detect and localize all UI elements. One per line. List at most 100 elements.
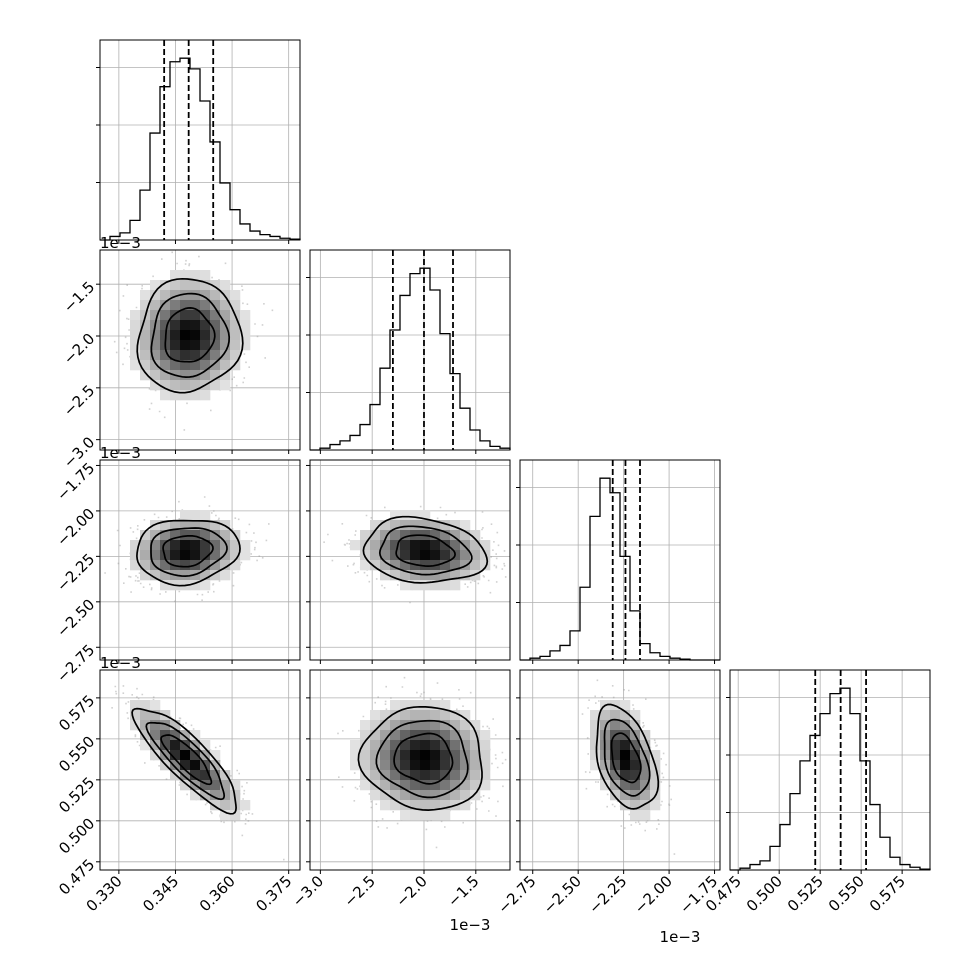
density-cell — [130, 350, 141, 361]
density-cell — [190, 750, 201, 761]
density-cell — [150, 750, 161, 761]
density-cell — [220, 310, 231, 321]
density-cell — [170, 520, 181, 531]
density-cell — [640, 800, 651, 811]
density-cell — [210, 760, 221, 771]
density-cell — [430, 700, 441, 711]
density-cell — [210, 280, 221, 291]
density-cell — [440, 530, 451, 541]
density-cell — [200, 310, 211, 321]
density-cell — [210, 530, 221, 541]
density-cell — [160, 280, 171, 291]
density-cell — [230, 560, 241, 571]
x-tick-label: −2.5 — [341, 872, 379, 910]
density-cell — [200, 340, 211, 351]
density-cell — [190, 270, 201, 281]
density-cell — [440, 550, 451, 561]
density-cell — [470, 560, 481, 571]
x-tick-label: 0.575 — [866, 872, 909, 915]
pair-panel-1-0 — [96, 249, 301, 454]
density-cell — [210, 310, 221, 321]
density-cell — [390, 510, 401, 521]
y-tick-label: −2.0 — [60, 330, 98, 368]
density-cell — [640, 760, 651, 771]
contour-level-1 — [150, 527, 228, 577]
density-cell — [170, 760, 181, 771]
density-cell — [620, 790, 631, 801]
density-cell — [230, 300, 241, 311]
density-cell — [400, 790, 411, 801]
density-cell — [360, 530, 371, 541]
density-cell — [410, 730, 421, 741]
density-cell — [370, 750, 381, 761]
density-cell — [440, 580, 451, 591]
density-cell — [130, 550, 141, 561]
density-cell — [600, 710, 611, 721]
y-tick-label: −2.5 — [60, 381, 98, 419]
density-cell — [230, 340, 241, 351]
density-cell — [450, 560, 461, 571]
density-cell — [410, 810, 421, 821]
density-cell — [230, 540, 241, 551]
scatter-points — [111, 685, 285, 861]
density-cell — [420, 560, 431, 571]
density-cell — [130, 710, 141, 721]
density-cell — [140, 530, 151, 541]
contour-level-0 — [164, 307, 216, 363]
density-cell — [430, 740, 441, 751]
hist-panel-1 — [306, 249, 511, 454]
pair-panel-3-1 — [306, 669, 511, 874]
density-cell — [170, 290, 181, 301]
x-offset-label: 1e−3 — [660, 928, 701, 946]
density-cell — [400, 550, 411, 561]
density-cell — [170, 350, 181, 361]
panel-frame — [99, 39, 301, 241]
density-cell — [170, 550, 181, 561]
density-cell — [130, 540, 141, 551]
density-cell — [380, 710, 391, 721]
density-cell — [420, 510, 431, 521]
density-cell — [180, 280, 191, 291]
density-cell — [460, 740, 471, 751]
density-cell — [380, 520, 391, 531]
density-cell — [480, 740, 491, 751]
density-cell — [160, 350, 171, 361]
density-cell — [220, 340, 231, 351]
density-cell — [180, 540, 191, 551]
x-tick-label: 0.330 — [83, 872, 126, 915]
density-cell — [450, 580, 461, 591]
x-tick-label: −1.5 — [444, 872, 482, 910]
density-cell — [210, 300, 221, 311]
density-cell — [210, 290, 221, 301]
density-cell — [180, 330, 191, 341]
density-cell — [440, 700, 451, 711]
density-cell — [200, 780, 211, 791]
density-cell — [210, 340, 221, 351]
density-cell — [180, 510, 191, 521]
density-cell — [200, 540, 211, 551]
density-cell — [460, 720, 471, 731]
density-cell — [590, 740, 601, 751]
density-cell — [380, 800, 391, 811]
density-cell — [160, 520, 171, 531]
density-cell — [140, 570, 151, 581]
density-cell — [150, 540, 161, 551]
density-cell — [420, 550, 431, 561]
density-cell — [470, 750, 481, 761]
density-cell — [200, 770, 211, 781]
density-cell — [460, 710, 471, 721]
histogram-step-0 — [100, 57, 301, 241]
density-cell — [420, 800, 431, 811]
density-cell — [150, 710, 161, 721]
density-cell — [150, 300, 161, 311]
histogram-step-3 — [730, 687, 931, 871]
density-cell — [460, 520, 471, 531]
density-cell — [180, 770, 191, 781]
density-cell — [170, 720, 181, 731]
density-cell — [380, 790, 391, 801]
x-tick-label: −2.25 — [585, 872, 630, 917]
density-cell — [410, 510, 421, 521]
density-cell — [130, 560, 141, 571]
density-cell — [220, 810, 231, 821]
